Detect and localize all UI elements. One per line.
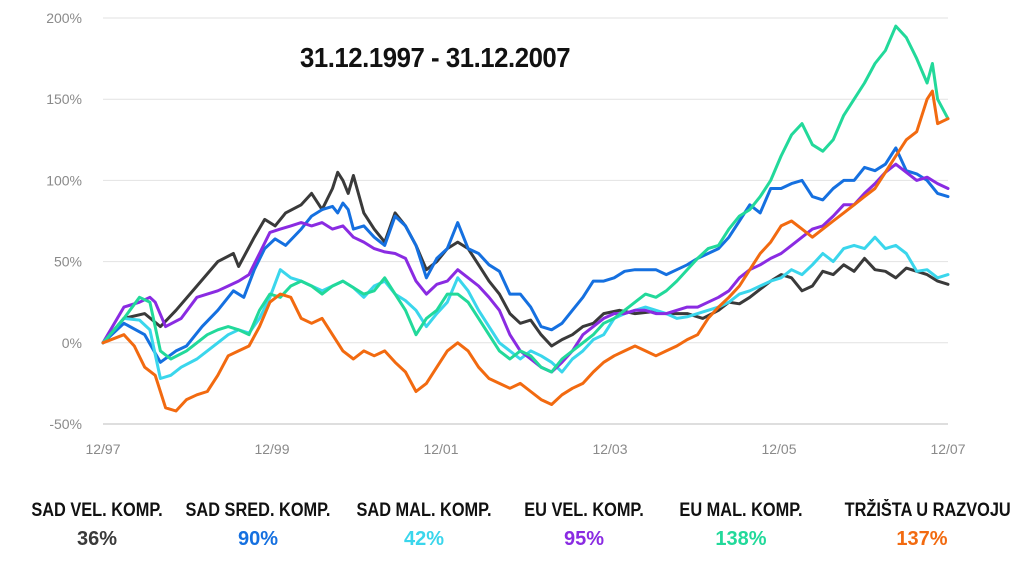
legend-label: SAD SRED. KOMP.	[185, 500, 331, 521]
legend-label: EU VEL. KOMP.	[524, 500, 644, 521]
legend-label: SAD VEL. KOMP.	[31, 500, 163, 521]
legend-label: TRŽIŠTA U RAZVOJU	[844, 500, 1011, 521]
x-axis-ticks: 12/97 12/99 12/01 12/03 12/05 12/07	[85, 441, 965, 457]
y-tick-label: 0%	[62, 335, 82, 351]
legend-final-value: 137%	[896, 528, 948, 550]
series-line-0	[101, 170, 950, 348]
x-tick-label: 12/97	[85, 441, 120, 457]
y-tick-label: 50%	[54, 254, 82, 270]
legend-label: EU MAL. KOMP.	[679, 500, 803, 521]
y-tick-label: 100%	[46, 172, 82, 188]
legend-item-eu-mal-komp: EU MAL. KOMP. 138%	[651, 500, 831, 551]
legend-final-value: 36%	[76, 528, 118, 550]
y-tick-label: -50%	[49, 416, 82, 432]
chart-title: 31.12.1997 - 31.12.2007	[300, 42, 571, 73]
x-tick-label: 12/99	[254, 441, 289, 457]
legend-item-trzista-u-razvoju: TRŽIŠTA U RAZVOJU 137%	[832, 500, 1012, 551]
legend-final-value: 42%	[403, 528, 445, 550]
x-tick-label: 12/03	[592, 441, 627, 457]
line-chart: -50%0%50%100%150%200% 12/97 12/99 12/01 12/…	[46, 10, 966, 457]
legend-label: SAD MAL. KOMP.	[356, 500, 492, 521]
series-line-4	[101, 24, 950, 374]
legend-item-sad-mal-komp: SAD MAL. KOMP. 42%	[334, 500, 514, 551]
series-line-2	[101, 235, 950, 380]
legend-item-sad-vel-komp: SAD VEL. KOMP. 36%	[7, 500, 187, 551]
x-tick-label: 12/01	[423, 441, 458, 457]
series-line-5	[101, 89, 950, 413]
legend-item-sad-sred-komp: SAD SRED. KOMP. 90%	[168, 500, 348, 551]
y-tick-label: 200%	[46, 10, 82, 26]
legend-item-eu-vel-komp: EU VEL. KOMP. 95%	[494, 500, 674, 551]
legend-final-value: 138%	[715, 528, 767, 550]
y-axis-ticks: -50% 0% 50% 100% 150% 200%	[46, 10, 82, 432]
series-line-1	[101, 146, 950, 364]
x-tick-label: 12/07	[930, 441, 965, 457]
legend-final-value: 90%	[237, 528, 279, 550]
series-lines	[101, 24, 950, 413]
y-tick-label: 150%	[46, 91, 82, 107]
legend-final-value: 95%	[563, 528, 605, 550]
gridlines	[103, 17, 948, 425]
legend: SAD VEL. KOMP. 36% SAD SRED. KOMP. 90% S…	[0, 500, 1027, 560]
series-line-3	[101, 162, 950, 374]
x-tick-label: 12/05	[761, 441, 796, 457]
